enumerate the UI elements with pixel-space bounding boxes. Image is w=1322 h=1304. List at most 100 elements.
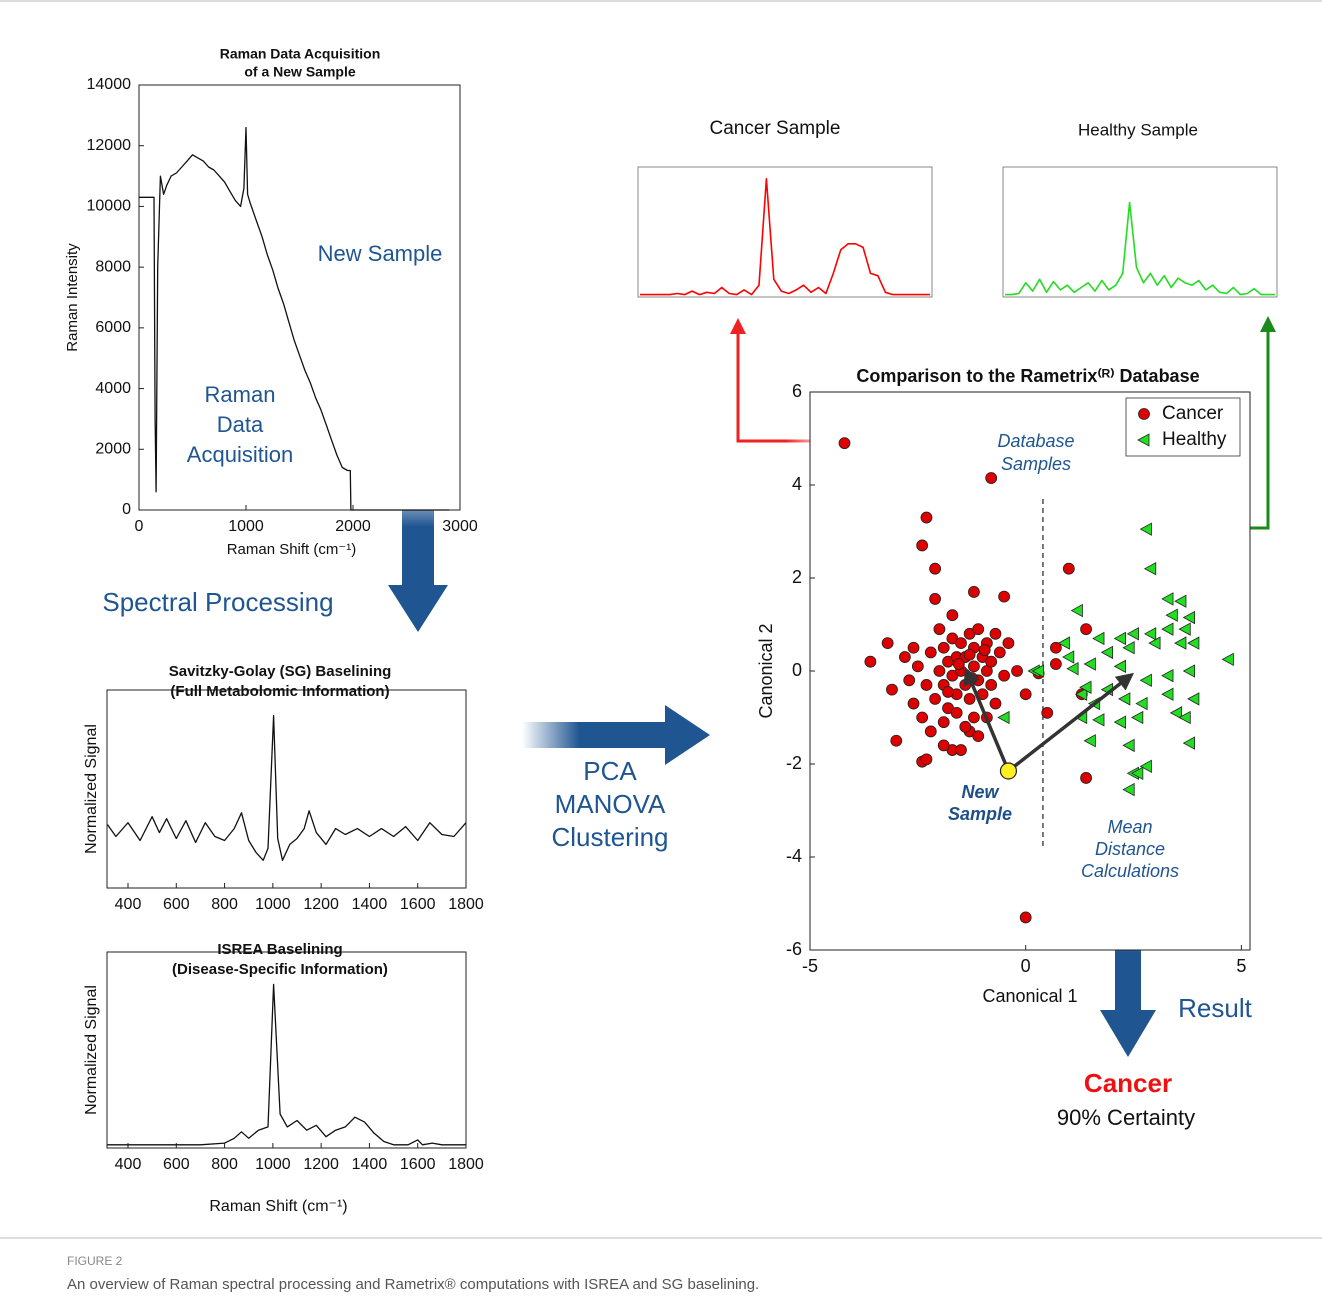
y-tick-label: 0 xyxy=(122,501,131,518)
cancer-point xyxy=(986,473,997,484)
chart-title: of a New Sample xyxy=(244,64,355,80)
x-tick-label: 600 xyxy=(163,1156,190,1173)
x-tick-label: 400 xyxy=(115,1156,142,1173)
chart-title: Savitzky-Golay (SG) Baselining xyxy=(169,663,392,680)
cancer-point xyxy=(986,679,997,690)
x-tick-label: 800 xyxy=(211,1156,238,1173)
x-tick-label: 0 xyxy=(1021,956,1031,976)
x-tick-label: 1000 xyxy=(255,1156,291,1173)
x-tick-label: 800 xyxy=(211,896,238,913)
cancer-point xyxy=(921,679,932,690)
x-axis-label: Raman Shift (cm⁻¹) xyxy=(227,541,357,558)
x-axis-label: Canonical 1 xyxy=(982,986,1077,1006)
cancer-point xyxy=(1063,563,1074,574)
outcome: Cancer xyxy=(1084,1068,1172,1098)
cancer-point xyxy=(947,610,958,621)
y-tick-label: 12000 xyxy=(87,137,132,154)
x-tick-label: 400 xyxy=(115,896,142,913)
x-tick-label: 2000 xyxy=(335,518,371,535)
cancer-point xyxy=(899,652,910,663)
y-tick-label: -4 xyxy=(786,846,802,866)
cancer-point xyxy=(1050,659,1061,670)
cancer-point xyxy=(865,656,876,667)
x-tick-label: 1000 xyxy=(255,896,291,913)
annotation: New xyxy=(961,782,999,802)
y-tick-label: 0 xyxy=(792,660,802,680)
cancer-point xyxy=(979,645,990,656)
cancer-point xyxy=(934,666,945,677)
annotation: Distance xyxy=(1095,839,1165,859)
y-tick-label: 2000 xyxy=(95,441,131,458)
caption-text: An overview of Raman spectral processing… xyxy=(67,1276,759,1293)
cancer-point xyxy=(968,661,979,672)
cancer-point xyxy=(839,438,850,449)
x-tick-label: 1200 xyxy=(303,896,339,913)
annotation: Samples xyxy=(1001,454,1071,474)
cancer-point xyxy=(912,661,923,672)
cancer-point xyxy=(904,675,915,686)
cancer-point xyxy=(938,717,949,728)
cancer-point xyxy=(951,707,962,718)
certainty: 90% Certainty xyxy=(1057,1105,1195,1130)
plot-area xyxy=(1003,167,1277,297)
cancer-point xyxy=(968,712,979,723)
annotation: Sample xyxy=(948,804,1012,824)
x-tick-label: 0 xyxy=(135,518,144,535)
x-tick-label: 1400 xyxy=(352,896,388,913)
annotation: Mean xyxy=(1107,817,1152,837)
cancer-point xyxy=(986,656,997,667)
chart-title: ISREA Baselining xyxy=(217,941,342,958)
method-label: MANOVA xyxy=(555,789,666,819)
x-tick-label: -5 xyxy=(802,956,818,976)
x-tick-label: 1600 xyxy=(400,896,436,913)
chart-title: (Full Metabolomic Information) xyxy=(170,683,389,700)
figure: Spectral Processing PCA MANOVA Clusterin… xyxy=(0,0,1322,1304)
cancer-point xyxy=(973,624,984,635)
cancer-point xyxy=(908,698,919,709)
y-axis-label: Canonical 2 xyxy=(756,623,776,718)
cancer-point xyxy=(917,712,928,723)
y-tick-label: 8000 xyxy=(95,258,131,275)
annotation: Raman xyxy=(205,382,276,407)
cancer-point xyxy=(955,745,966,756)
y-tick-label: 6000 xyxy=(95,319,131,336)
cancer-point xyxy=(955,638,966,649)
x-tick-label: 600 xyxy=(163,896,190,913)
cancer-point xyxy=(930,693,941,704)
chart-title: Raman Data Acquisition xyxy=(220,46,381,62)
cancer-point xyxy=(964,649,975,660)
x-axis-label: Raman Shift (cm⁻¹) xyxy=(209,1198,347,1215)
cancer-point xyxy=(921,754,932,765)
legend-label: Cancer xyxy=(1162,403,1224,424)
cancer-point xyxy=(1020,689,1031,700)
cancer-point xyxy=(1042,707,1053,718)
caption-label: FIGURE 2 xyxy=(67,1254,123,1268)
cancer-point xyxy=(925,647,936,658)
annotation: New Sample xyxy=(318,241,443,266)
cancer-point xyxy=(891,735,902,746)
annotation: Acquisition xyxy=(187,442,293,467)
y-tick-label: -2 xyxy=(786,753,802,773)
cancer-point xyxy=(999,670,1010,681)
y-tick-label: 10000 xyxy=(87,198,132,215)
y-tick-label: 4 xyxy=(792,474,802,494)
cancer-point xyxy=(943,686,954,697)
y-tick-label: 6 xyxy=(792,381,802,401)
x-tick-label: 1800 xyxy=(448,896,484,913)
chart-title: Healthy Sample xyxy=(1078,120,1198,139)
result-label: Result xyxy=(1178,993,1252,1023)
cancer-point xyxy=(938,740,949,751)
y-axis-label: Normalized Signal xyxy=(83,724,100,854)
y-axis-label: Normalized Signal xyxy=(83,985,100,1115)
annotation: Data xyxy=(217,412,264,437)
method-label: PCA xyxy=(583,756,637,786)
y-tick-label: 14000 xyxy=(87,76,132,93)
cancer-point xyxy=(999,591,1010,602)
cancer-point xyxy=(938,642,949,653)
y-tick-label: -6 xyxy=(786,939,802,959)
y-tick-label: 2 xyxy=(792,567,802,587)
x-tick-label: 1200 xyxy=(303,1156,339,1173)
cancer-point xyxy=(921,512,932,523)
cancer-point xyxy=(1020,912,1031,923)
cancer-point xyxy=(930,563,941,574)
